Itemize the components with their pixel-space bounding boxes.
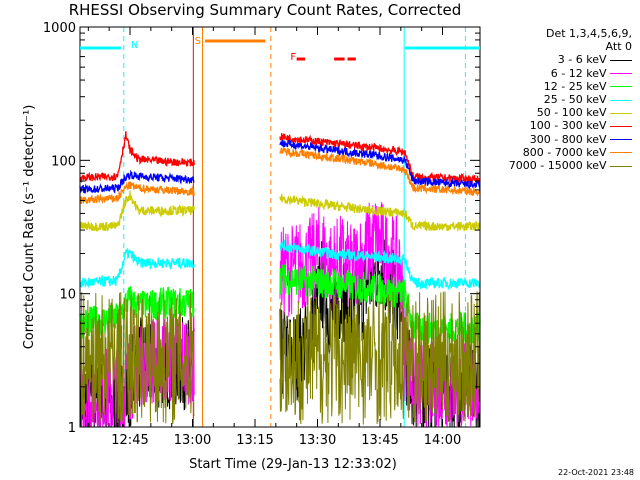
x-axis-label: Start Time (29-Jan-13 12:33:02) <box>189 457 397 472</box>
legend-item: 100 - 300 keV <box>509 119 632 132</box>
legend-item: 800 - 7000 keV <box>509 146 632 159</box>
legend: Det 1,3,4,5,6,9, Att 0 3 - 6 keV 6 - 12 … <box>509 27 632 172</box>
legend-label: 6 - 12 keV <box>550 66 610 80</box>
legend-label: 300 - 800 keV <box>529 132 610 146</box>
series-trace-8-1 <box>279 291 481 425</box>
series-layer <box>79 131 481 429</box>
legend-label: 800 - 7000 keV <box>522 145 610 159</box>
legend-item: 50 - 100 keV <box>509 106 632 119</box>
legend-swatch <box>610 59 632 61</box>
series-50-100-kev <box>79 190 481 232</box>
legend-items: 3 - 6 keV 6 - 12 keV 12 - 25 keV 25 - 50… <box>509 53 632 172</box>
series-trace-6-0 <box>79 169 195 194</box>
legend-label: 3 - 6 keV <box>557 53 610 67</box>
series-trace-4-0 <box>79 190 195 232</box>
y-tick-label-2: 100 <box>51 154 76 169</box>
plot-frame <box>79 26 481 428</box>
legend-label: 25 - 50 keV <box>543 93 610 107</box>
y-tick-label-0: 1 <box>68 421 76 436</box>
series-trace-7-0 <box>79 181 195 205</box>
x-tick-label-2: 13:15 <box>236 433 273 448</box>
series-trace-6-1 <box>279 138 481 191</box>
y-tick-label-3: 1000 <box>43 21 76 36</box>
legend-swatch <box>610 73 632 75</box>
y-tick-label-1: 10 <box>59 288 76 303</box>
legend-swatch <box>610 125 632 127</box>
series-trace-7-1 <box>279 147 481 197</box>
legend-label: 7000 - 15000 keV <box>508 159 610 173</box>
chart-title: RHESSI Observing Summary Count Rates, Co… <box>68 1 462 19</box>
legend-swatch <box>610 165 632 167</box>
x-tick-label-5: 14:00 <box>424 433 461 448</box>
legend-label: 50 - 100 keV <box>536 106 610 120</box>
legend-item: 25 - 50 keV <box>509 93 632 106</box>
x-tick-label-1: 13:00 <box>174 433 211 448</box>
series-25-50-kev <box>79 238 481 291</box>
legend-header-line2: Att 0 <box>605 40 632 54</box>
x-tick-label-3: 13:30 <box>299 433 336 448</box>
x-tick-label-4: 13:45 <box>361 433 398 448</box>
legend-item: 6 - 12 keV <box>509 67 632 80</box>
series-trace-2-1 <box>279 264 481 345</box>
legend-swatch <box>610 139 632 141</box>
annotations: N S F <box>80 36 480 63</box>
legend-header-line1: Det 1,3,4,5,6,9, <box>545 27 632 40</box>
annotation-label-n: N <box>131 40 138 51</box>
series-trace-1-1 <box>279 202 481 429</box>
plot-axes <box>79 26 481 428</box>
series-trace-3-0 <box>79 248 195 289</box>
annotation-label-f: F <box>290 52 296 63</box>
legend-swatch <box>610 86 632 88</box>
series-7000-15000-kev <box>79 291 481 425</box>
legend-item: 300 - 800 keV <box>509 133 632 146</box>
legend-swatch <box>610 152 632 154</box>
legend-swatch <box>610 112 632 114</box>
series-trace-3-1 <box>279 238 481 291</box>
x-tick-label-0: 12:45 <box>111 433 148 448</box>
series-trace-4-1 <box>279 193 481 232</box>
legend-swatch <box>610 99 632 101</box>
legend-label: 12 - 25 keV <box>543 79 610 93</box>
legend-label: 100 - 300 keV <box>529 119 610 133</box>
legend-item: 12 - 25 keV <box>509 80 632 93</box>
legend-item: 3 - 6 keV <box>509 53 632 66</box>
legend-item: 7000 - 15000 keV <box>509 159 632 172</box>
y-axis-label: Corrected Count Rate (s⁻¹ detector⁻¹) <box>22 105 37 350</box>
series-300-800-kev <box>79 138 481 194</box>
series-trace-8-0 <box>79 292 195 424</box>
series-trace-5-0 <box>79 131 195 183</box>
series-800-7000-kev <box>79 147 481 205</box>
timestamp: 22-Oct-2021 23:48 <box>558 468 634 477</box>
annotation-label-s: S <box>195 36 201 47</box>
